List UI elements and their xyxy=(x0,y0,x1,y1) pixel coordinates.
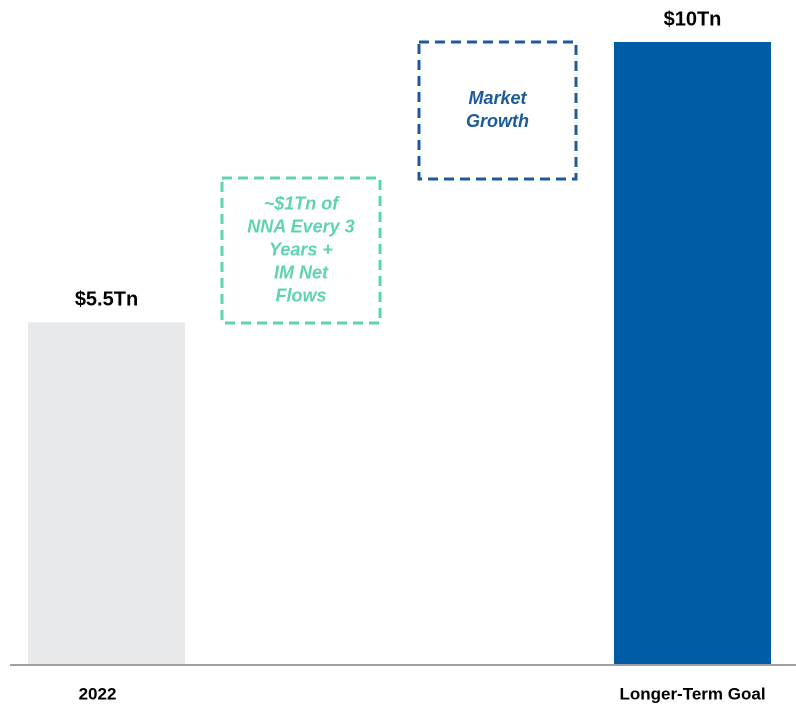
annotation-box xyxy=(417,40,578,181)
x-tick-label: Longer-Term Goal xyxy=(619,684,765,703)
annotation-text: ~$1Tn of xyxy=(264,193,341,213)
annotation-text: NNA Every 3 xyxy=(247,216,354,236)
x-tick-label: 2022 xyxy=(79,684,117,703)
value-label: $5.5Tn xyxy=(75,289,138,311)
annotation-text: Flows xyxy=(275,285,326,305)
annotation-text: Years + xyxy=(269,239,333,259)
annotation-text: IM Net xyxy=(274,262,329,282)
bar xyxy=(28,322,185,665)
bar xyxy=(614,42,771,665)
annotation-box xyxy=(220,176,382,325)
annotation-text: Growth xyxy=(466,111,529,131)
value-label: $10Tn xyxy=(664,8,722,30)
annotation-text: Market xyxy=(468,88,527,108)
